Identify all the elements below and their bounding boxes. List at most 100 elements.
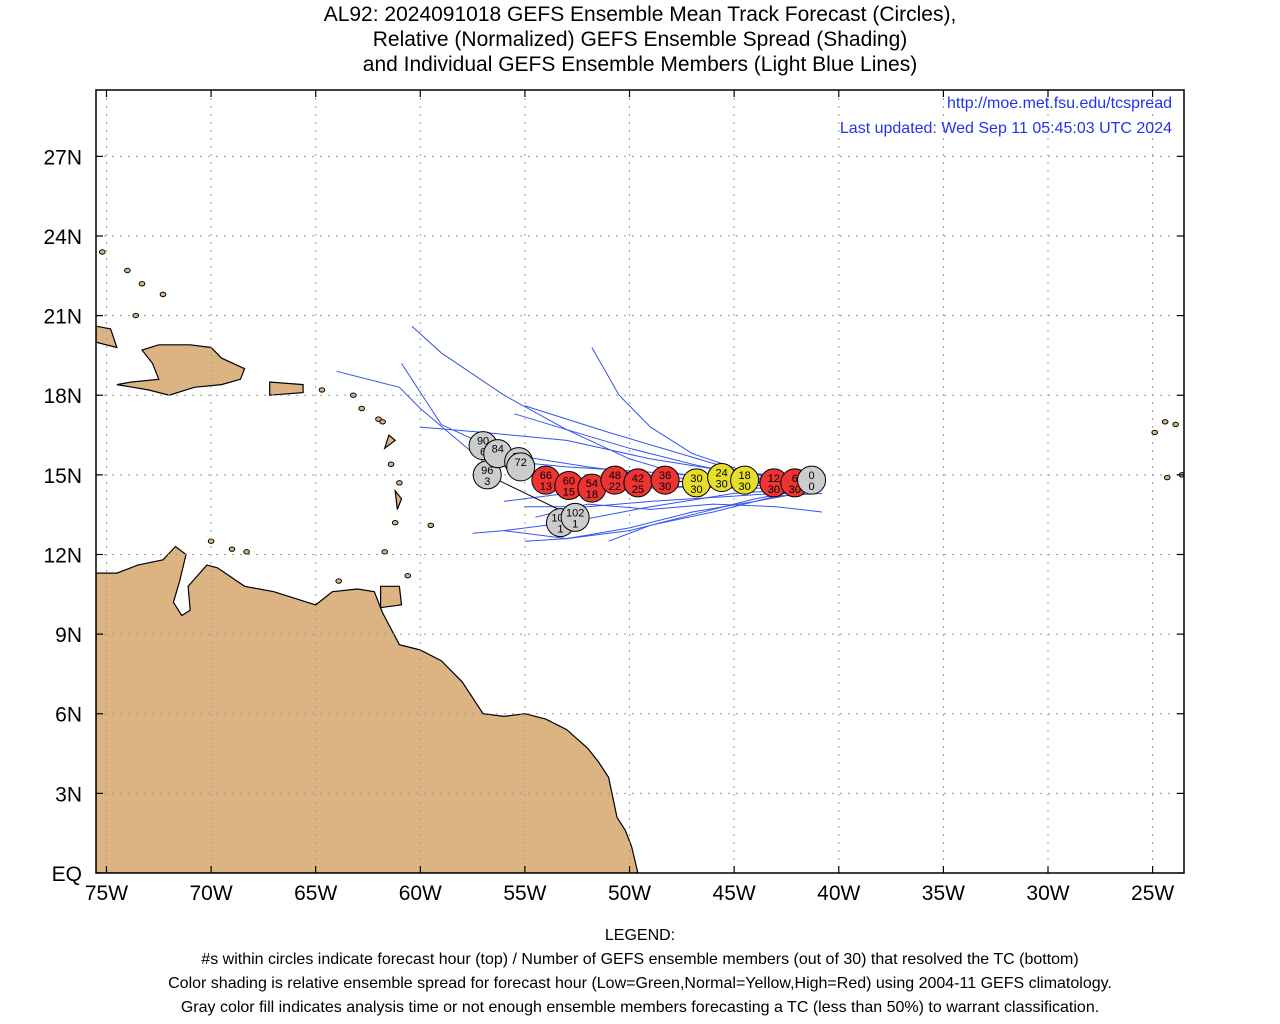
lon-label-50W: 50W: [608, 882, 651, 905]
forecast-hour-label: 102: [566, 507, 584, 519]
member-count-label: 30: [690, 484, 702, 496]
member-track-7: [608, 492, 823, 542]
lon-label-55W: 55W: [503, 882, 546, 905]
member-count-label: 22: [609, 481, 621, 493]
lon-label-40W: 40W: [817, 882, 860, 905]
forecast-circle-fill: [560, 502, 590, 532]
island-17: [1151, 429, 1159, 436]
member-count-label: 6: [480, 447, 486, 459]
land-polygon-0: [96, 545, 639, 873]
island-10: [404, 573, 412, 579]
forecast-circle-hr0: 00: [797, 465, 827, 495]
island-22: [124, 267, 131, 274]
chart-title: AL92: 2024091018 GEFS Ensemble Mean Trac…: [0, 2, 1280, 77]
title-line-1: AL92: 2024091018 GEFS Ensemble Mean Trac…: [323, 3, 957, 26]
island-13: [243, 549, 250, 555]
forecast-hour-label: 18: [738, 470, 750, 482]
land-layer: [96, 249, 1184, 873]
forecast-circle-fill: [650, 465, 680, 495]
member-track-2: [401, 363, 814, 486]
land-polygon-5: [380, 585, 403, 609]
forecast-circle-hr96: 963: [472, 460, 502, 490]
forecast-hour-label: 66: [540, 470, 552, 482]
member-count-label: 30: [789, 484, 801, 496]
member-track-6: [503, 490, 814, 540]
member-count-label: 15: [563, 486, 575, 498]
lat-label-3N: 3N: [55, 783, 82, 806]
member-count-label: 0: [809, 481, 815, 493]
title-line-3: and Individual GEFS Ensemble Members (Li…: [362, 53, 918, 76]
island-7: [391, 519, 399, 526]
forecast-hour-label: 54: [586, 478, 598, 490]
member-count-label: 25: [632, 484, 644, 496]
island-11: [335, 578, 343, 584]
lon-label-25W: 25W: [1131, 882, 1174, 905]
lon-label-75W: 75W: [85, 882, 128, 905]
forecast-circle-hr72: 72: [506, 452, 536, 482]
island-8: [381, 549, 389, 555]
land-polygon-2: [116, 344, 246, 396]
title-line-2: Relative (Normalized) GEFS Ensemble Spre…: [372, 28, 908, 51]
map-frame: [95, 89, 1185, 874]
source-url: http://moe.met.fsu.edu/tcspread: [947, 95, 1172, 112]
last-updated: Last updated: Wed Sep 11 05:45:03 UTC 20…: [840, 120, 1172, 137]
island-21: [138, 281, 146, 287]
forecast-hour-label: 6: [792, 473, 798, 485]
member-count-label: 1: [557, 524, 563, 536]
forecast-hour-label: 0: [809, 470, 815, 482]
island-2: [358, 405, 366, 412]
forecast-hour-label: 96: [481, 465, 493, 477]
lat-label-EQ: EQ: [52, 863, 82, 886]
forecast-circle-fill: [730, 465, 760, 495]
lat-label-9N: 9N: [55, 624, 82, 647]
axis-ticks: 75W 70W 65W 60W 55W 50W 45W 40W 35W 30W 25W EQ 3N 6N 9…: [43, 90, 1184, 905]
land-polygon-7: [394, 488, 403, 510]
forecast-hour-label: 90: [477, 436, 489, 448]
forecast-hour-label: 30: [690, 473, 702, 485]
member-count-label: 3: [484, 476, 490, 488]
island-23: [98, 249, 106, 255]
member-track-1: [591, 347, 814, 484]
member-track-0: [411, 325, 814, 486]
land-polygon-6: [383, 434, 397, 450]
island-24: [132, 312, 140, 319]
lat-label-6N: 6N: [55, 704, 82, 727]
mean-track: 1081102196390684788726613601554184822422…: [468, 431, 827, 538]
forecast-circle-fill: [506, 452, 536, 482]
forecast-hour-label: 60: [563, 475, 575, 487]
island-15: [1161, 419, 1169, 425]
island-16: [1172, 421, 1179, 428]
forecast-hour-label: 42: [632, 473, 644, 485]
member-count-label: 30: [738, 481, 750, 493]
lat-label-27N: 27N: [43, 146, 82, 169]
island-5: [387, 461, 395, 467]
lat-label-12N: 12N: [43, 544, 82, 567]
forecast-hour-label: 72: [515, 457, 527, 469]
member-count-label: 30: [715, 479, 727, 491]
island-6: [396, 480, 403, 486]
member-count-label: 30: [768, 484, 780, 496]
island-4: [379, 419, 386, 425]
lon-label-60W: 60W: [399, 882, 442, 905]
lon-label-65W: 65W: [294, 882, 337, 905]
lat-label-15N: 15N: [43, 465, 82, 488]
member-count-label: 13: [540, 481, 552, 493]
member-count-label: 1: [572, 518, 578, 530]
island-9: [427, 522, 435, 528]
land-polygon-4: [269, 381, 304, 396]
legend-line-3: Gray color fill indicates analysis time …: [180, 999, 1100, 1016]
forecast-hour-label: 12: [768, 473, 780, 485]
island-12: [228, 546, 236, 552]
legend-heading: LEGEND:: [604, 927, 676, 944]
forecast-hour-label: 48: [609, 470, 621, 482]
legend-line-2: Color shading is relative ensemble sprea…: [168, 975, 1112, 992]
member-count-label: 18: [586, 489, 598, 501]
island-0: [318, 387, 326, 393]
